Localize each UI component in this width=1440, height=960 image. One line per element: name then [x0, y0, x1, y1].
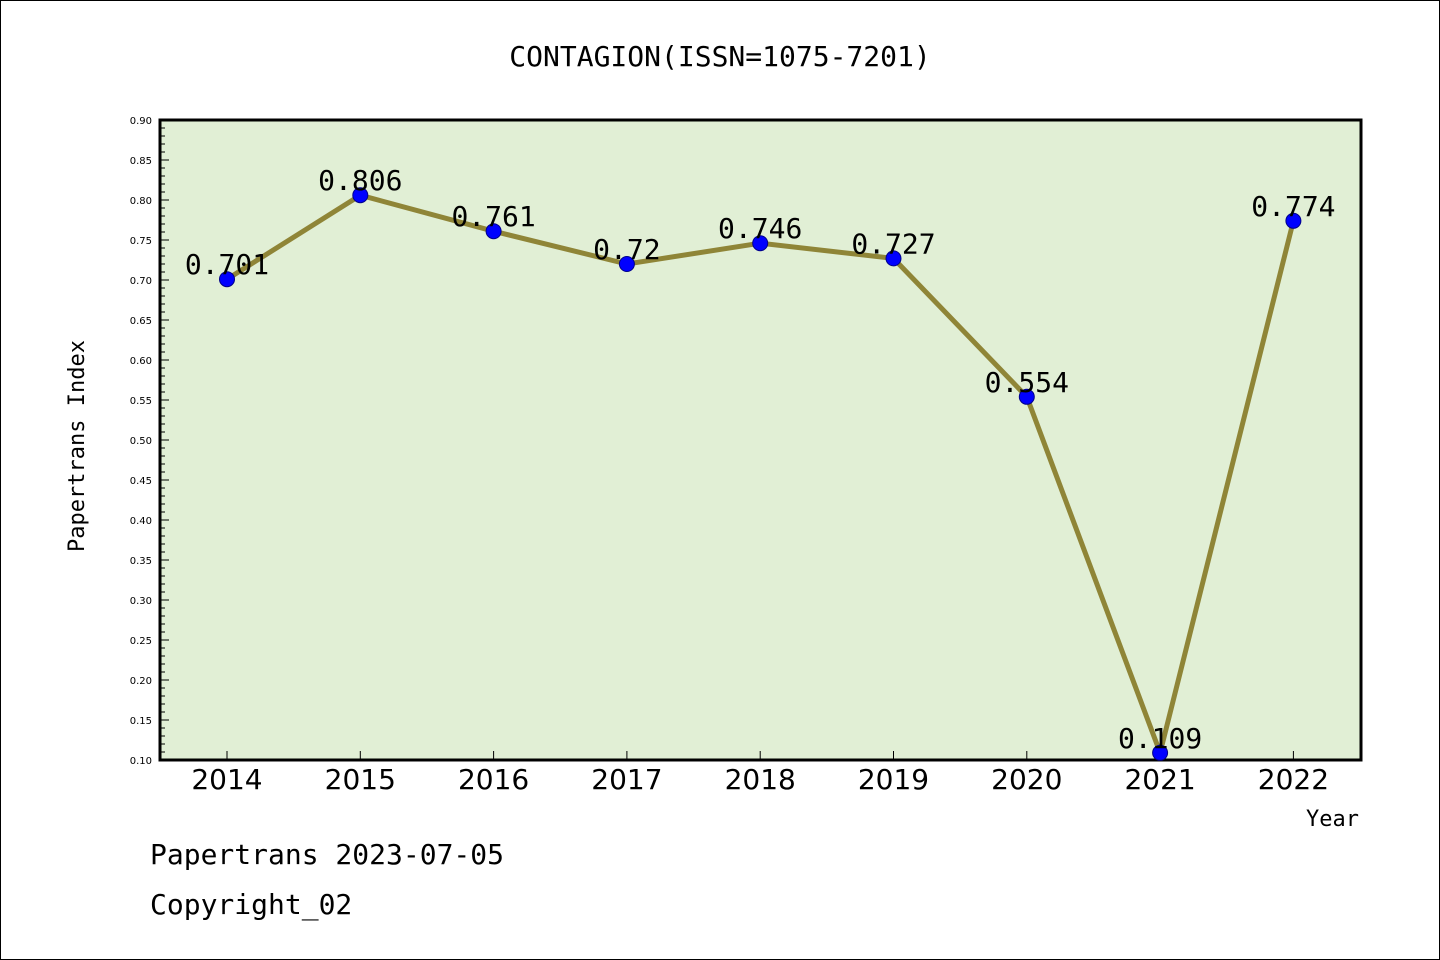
y-tick-label: 0.30 [130, 596, 152, 607]
y-tick-label: 0.25 [130, 636, 152, 647]
y-tick-label: 0.10 [130, 756, 152, 767]
plot-area [158, 118, 1363, 762]
x-tick-label: 2015 [325, 763, 396, 796]
y-tick-label: 0.55 [130, 396, 152, 407]
series [219, 187, 1302, 761]
x-tick-label: 2019 [858, 763, 929, 796]
y-tick-label: 0.70 [130, 276, 152, 287]
x-tick-label: 2022 [1258, 763, 1329, 796]
x-tick-label: 2016 [458, 763, 529, 796]
data-label: 0.109 [1118, 722, 1202, 755]
x-tick-label: 2018 [725, 763, 796, 796]
y-tick-label: 0.15 [130, 716, 152, 727]
y-axis-title: Papertrans Index [65, 340, 90, 552]
data-point [618, 256, 635, 272]
y-tick-label: 0.20 [130, 676, 152, 687]
footer-copyright: Copyright_02 [150, 888, 352, 922]
y-tick-label: 0.85 [130, 156, 152, 167]
y-tick-label: 0.90 [130, 116, 152, 127]
data-point [352, 187, 369, 204]
x-axis-title: Year [1306, 807, 1359, 832]
y-tick-label: 0.65 [130, 316, 152, 327]
y-tick-label: 0.45 [130, 476, 152, 487]
y-axis: 0.10 0.15 0.20 0.25 0.30 0.35 0.40 0.45 0.50 0.55… [130, 116, 169, 767]
x-tick-label: 2021 [1124, 763, 1195, 796]
data-point [485, 223, 502, 240]
data-label: 0.554 [985, 366, 1069, 399]
y-tick-label: 0.60 [130, 356, 152, 367]
y-tick-label: 0.50 [130, 436, 152, 447]
data-label: 0.727 [851, 227, 935, 260]
x-tick-label: 2020 [991, 763, 1062, 796]
data-label: 0.72 [593, 233, 660, 266]
data-label: 0.774 [1251, 190, 1335, 223]
x-tick-label: 2017 [591, 763, 662, 796]
y-tick-label: 0.75 [130, 236, 152, 247]
data-point [1152, 744, 1169, 761]
data-point [1018, 388, 1035, 405]
data-label: 0.761 [451, 200, 535, 233]
chart-title: CONTAGION(ISSN=1075-7201) [509, 40, 930, 73]
x-tick-label: 2014 [191, 763, 262, 796]
y-tick-label: 0.35 [130, 556, 152, 567]
footer-date: Papertrans 2023-07-05 [150, 838, 504, 871]
data-labels: 0.701 0.806 0.761 0.72 0.746 0.727 0.554 0.109 0… [185, 164, 1336, 755]
y-tick-label: 0.40 [130, 516, 152, 527]
data-label: 0.806 [318, 164, 402, 197]
x-axis: 2014 2015 2016 2017 2018 2019 2020 2021 2022 [191, 751, 1329, 796]
data-label: 0.701 [185, 248, 269, 281]
y-tick-label: 0.80 [130, 196, 152, 207]
data-point [752, 235, 769, 252]
data-point [885, 250, 902, 267]
data-point [219, 271, 235, 288]
data-point [1285, 212, 1302, 229]
data-label: 0.746 [718, 212, 802, 245]
